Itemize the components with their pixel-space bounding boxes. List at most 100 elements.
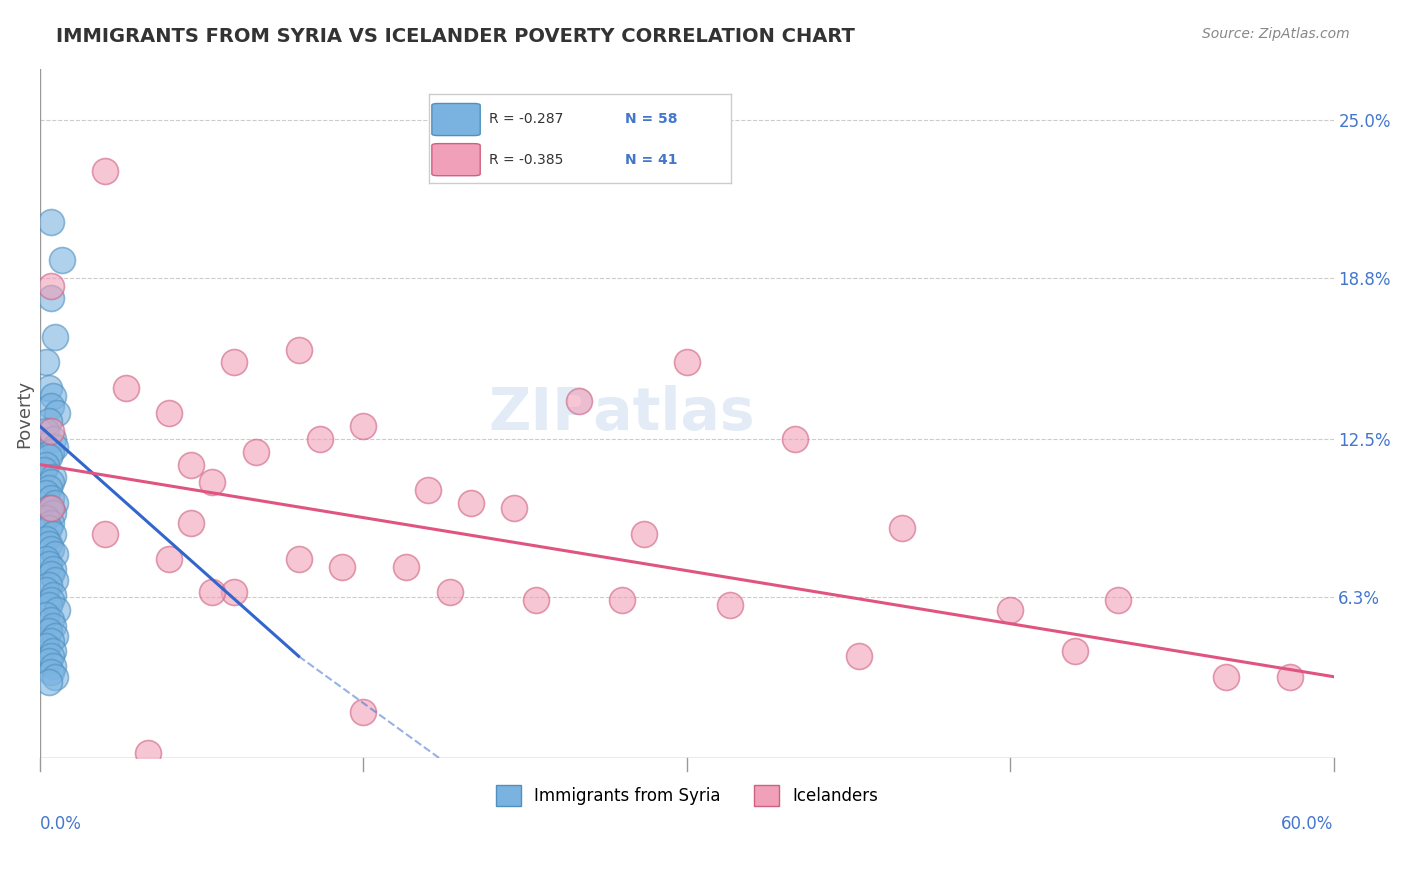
Point — [39, 633, 62, 648]
Point — [39, 501, 62, 516]
Legend: Immigrants from Syria, Icelanders: Immigrants from Syria, Icelanders — [489, 779, 884, 813]
Point — [38, 537, 60, 551]
Point — [39, 567, 62, 582]
Point — [42, 659, 65, 673]
FancyBboxPatch shape — [432, 103, 481, 136]
Point — [35, 582, 58, 597]
Text: N = 41: N = 41 — [626, 153, 678, 167]
Point — [46, 603, 69, 617]
Point — [180, 516, 202, 531]
Point — [35, 552, 58, 566]
Point — [39, 649, 62, 664]
Point — [42, 562, 65, 576]
Point — [38, 624, 60, 638]
Point — [1107, 593, 1129, 607]
Point — [44, 547, 66, 561]
Point — [42, 644, 65, 658]
Point — [157, 407, 180, 421]
Point — [38, 577, 60, 591]
Point — [38, 501, 60, 516]
Point — [93, 163, 115, 178]
Point — [35, 532, 58, 546]
Point — [44, 629, 66, 643]
Point — [245, 445, 267, 459]
Text: ZIPatlas: ZIPatlas — [489, 385, 755, 442]
Point — [35, 639, 58, 653]
Point — [32, 463, 55, 477]
Point — [38, 674, 60, 689]
Point — [503, 501, 526, 516]
Point — [39, 475, 62, 490]
Point — [39, 215, 62, 229]
Point — [460, 496, 482, 510]
Point — [38, 481, 60, 495]
Point — [35, 425, 58, 439]
Point — [42, 526, 65, 541]
Point — [1063, 644, 1085, 658]
Point — [38, 558, 60, 572]
Text: R = -0.385: R = -0.385 — [489, 153, 564, 167]
Point — [38, 381, 60, 395]
Point — [42, 388, 65, 402]
Point — [44, 496, 66, 510]
Point — [524, 593, 547, 607]
Point — [136, 747, 159, 761]
Point — [42, 506, 65, 520]
Point — [39, 541, 62, 556]
Point — [395, 559, 418, 574]
Point — [352, 419, 374, 434]
Text: 0.0%: 0.0% — [39, 814, 82, 832]
Point — [998, 603, 1021, 617]
Point — [568, 393, 591, 408]
Point — [38, 654, 60, 668]
Point — [1279, 670, 1302, 684]
Point — [39, 425, 62, 439]
Point — [39, 399, 62, 413]
FancyBboxPatch shape — [432, 144, 481, 176]
Point — [39, 665, 62, 679]
Point — [222, 355, 245, 369]
Point — [783, 432, 806, 446]
Point — [309, 432, 332, 446]
Point — [35, 511, 58, 525]
Point — [39, 278, 62, 293]
Point — [610, 593, 633, 607]
Point — [44, 573, 66, 587]
Text: 60.0%: 60.0% — [1281, 814, 1333, 832]
Point — [352, 706, 374, 720]
Point — [201, 475, 224, 490]
Point — [330, 559, 353, 574]
Point — [201, 585, 224, 599]
Point — [39, 292, 62, 306]
Point — [39, 491, 62, 505]
Point — [38, 598, 60, 612]
Point — [38, 414, 60, 428]
Point — [39, 445, 62, 459]
Point — [42, 618, 65, 632]
Point — [675, 355, 697, 369]
Point — [39, 593, 62, 607]
Text: R = -0.287: R = -0.287 — [489, 112, 564, 126]
Point — [46, 407, 69, 421]
Y-axis label: Poverty: Poverty — [15, 379, 32, 448]
Point — [38, 521, 60, 535]
Point — [44, 670, 66, 684]
Point — [39, 614, 62, 628]
Point — [42, 432, 65, 446]
Point — [718, 598, 741, 612]
Point — [439, 585, 461, 599]
Point — [180, 458, 202, 472]
Point — [44, 440, 66, 454]
Point — [157, 552, 180, 566]
Point — [891, 521, 914, 535]
Point — [1215, 670, 1237, 684]
Point — [42, 588, 65, 602]
Point — [287, 343, 309, 357]
Point — [287, 552, 309, 566]
Text: Source: ZipAtlas.com: Source: ZipAtlas.com — [1202, 27, 1350, 41]
Point — [42, 470, 65, 484]
Point — [51, 253, 73, 268]
Point — [633, 526, 655, 541]
Point — [115, 381, 138, 395]
Point — [44, 330, 66, 344]
